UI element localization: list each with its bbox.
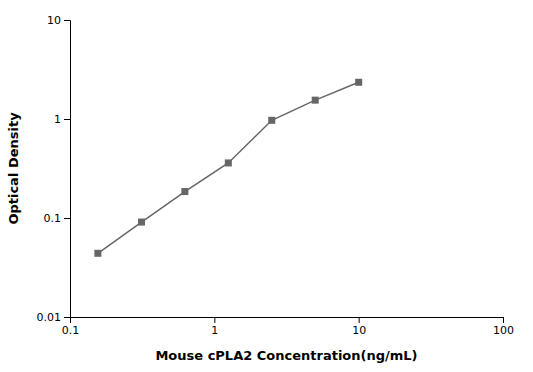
x-tick-label: 1 (211, 324, 218, 337)
y-tick-mark (64, 317, 70, 318)
y-axis: 0.01 0.1 1 10 (37, 14, 71, 324)
x-tick: 1 (211, 317, 218, 337)
marker (181, 188, 188, 195)
y-axis-line (64, 21, 71, 318)
x-tick: 100 (493, 317, 514, 337)
x-tick-label: 10 (352, 324, 366, 337)
x-tick: 0.1 (62, 317, 80, 337)
x-tick-mark (503, 317, 504, 323)
marker (312, 97, 319, 104)
marks (94, 79, 362, 257)
marker (94, 250, 101, 257)
y-tick: 1 (54, 113, 70, 126)
y-tick-mark (64, 218, 70, 219)
marker (268, 117, 275, 124)
plot-area: 0.11101000.010.1110 (37, 14, 515, 337)
x-tick-mark (359, 317, 360, 323)
y-axis-title: Optical Density (6, 112, 21, 225)
y-tick: 10 (47, 14, 70, 27)
marker (225, 159, 232, 166)
x-tick-label: 0.1 (62, 324, 80, 337)
line (98, 82, 359, 253)
y-tick-label: 0.01 (37, 311, 62, 324)
x-axis-title: Mouse cPLA2 Concentration(ng/mL) (155, 348, 417, 363)
x-tick-mark (214, 317, 215, 323)
x-tick: 10 (352, 317, 366, 337)
chart: 0.11101000.010.1110Mouse cPLA2 Concentra… (0, 0, 533, 372)
x-axis: 0.1 1 10 100 (62, 317, 514, 337)
marker (138, 219, 145, 226)
y-tick: 0.01 (37, 311, 71, 324)
y-tick: 0.1 (44, 212, 71, 225)
x-tick-label: 100 (493, 324, 514, 337)
y-tick-label: 10 (47, 14, 61, 27)
marker (355, 79, 362, 86)
x-axis-line (71, 318, 504, 324)
y-tick-label: 0.1 (44, 212, 62, 225)
y-tick-mark (64, 20, 70, 21)
y-tick-label: 1 (54, 113, 61, 126)
y-tick-mark (64, 119, 70, 120)
